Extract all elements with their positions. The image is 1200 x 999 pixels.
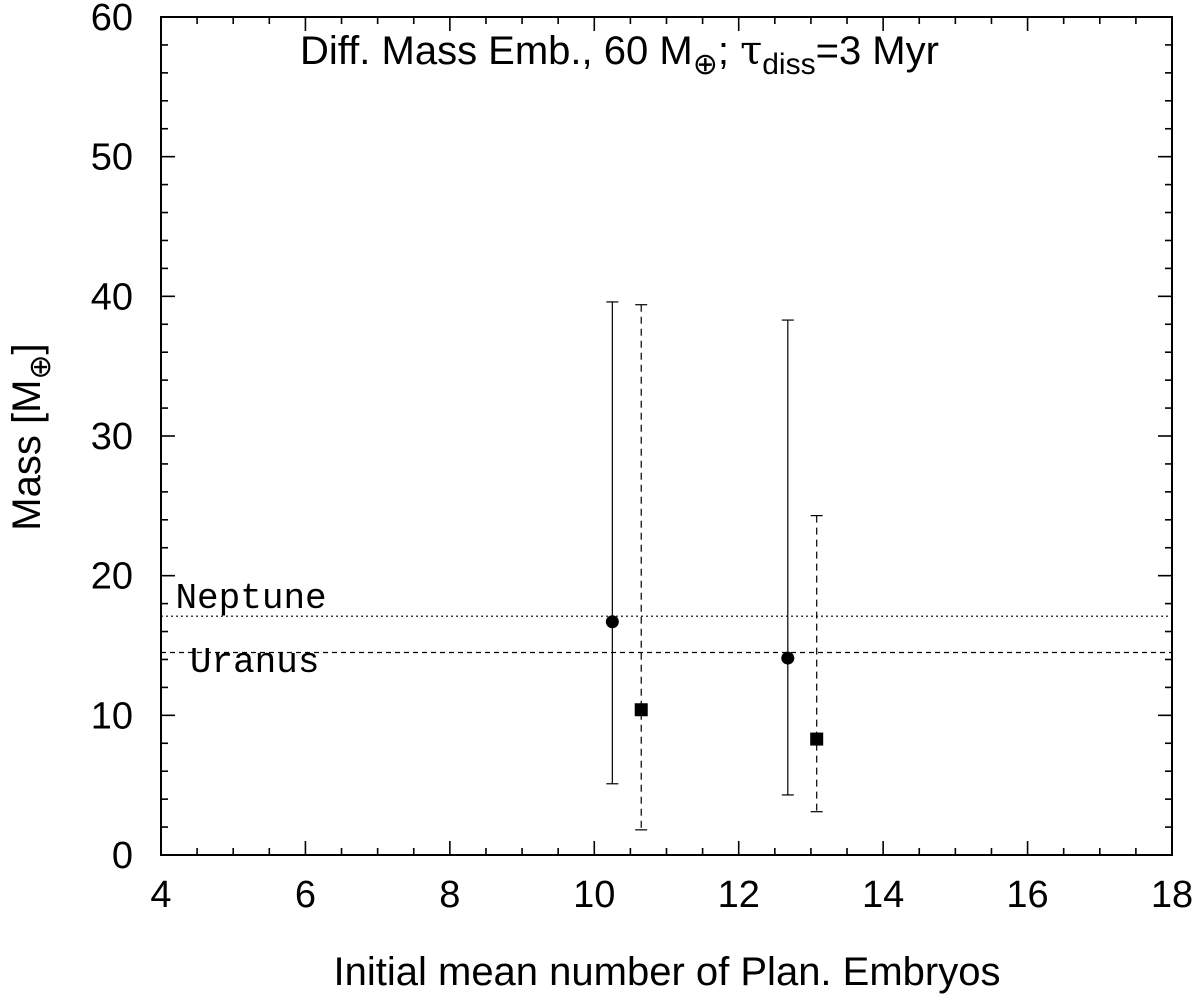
- chart-title: Diff. Mass Emb., 60 M⊕; τdiss=3 Myr: [300, 28, 939, 81]
- y-tick-label: 20: [91, 556, 133, 598]
- x-axis-title: Initial mean number of Plan. Embryos: [334, 950, 1001, 994]
- x-tick-label: 10: [573, 874, 615, 916]
- x-tick-label: 8: [439, 874, 460, 916]
- data-point-circle: [781, 651, 795, 665]
- y-tick-label: 60: [91, 0, 133, 39]
- data-point-square: [810, 732, 824, 746]
- title-earth-symbol: ⊕: [693, 48, 718, 81]
- y-tick-label: 50: [91, 137, 133, 179]
- error-bars: [606, 301, 823, 831]
- reference-lines: Neptune Uranus: [161, 578, 1172, 683]
- title-mid: ;: [718, 29, 740, 73]
- y-axis-title: Mass [M⊕]: [5, 343, 57, 530]
- y-tick-label: 0: [112, 835, 133, 877]
- y-ticks: 0 10 20 30 40 50 60: [91, 0, 1172, 877]
- reference-label-uranus: Uranus: [190, 642, 320, 683]
- x-tick-label: 18: [1151, 874, 1193, 916]
- x-tick-label: 4: [150, 874, 171, 916]
- data-markers: [605, 615, 824, 746]
- x-tick-label: 14: [862, 874, 904, 916]
- data-point-square: [634, 703, 648, 717]
- plot-frame-group: [160, 16, 1173, 856]
- data-point-circle: [605, 615, 619, 629]
- y-title-lead: Mass [M: [5, 380, 49, 531]
- title-tail: =3 Myr: [816, 29, 939, 73]
- y-title-tail: ]: [5, 343, 49, 354]
- plot-frame: [160, 16, 1173, 856]
- x-tick-label: 12: [718, 874, 760, 916]
- y-tick-label: 30: [91, 416, 133, 458]
- x-tick-label: 16: [1006, 874, 1048, 916]
- y-tick-label: 10: [91, 695, 133, 737]
- x-tick-label: 6: [295, 874, 316, 916]
- title-lead: Diff. Mass Emb., 60 M: [300, 29, 693, 73]
- title-tau: τ: [740, 28, 762, 74]
- reference-label-neptune: Neptune: [175, 578, 326, 619]
- y-tick-label: 40: [91, 276, 133, 318]
- x-ticks: 4 6 8 10 12 14 16 18: [150, 17, 1193, 916]
- y-title-earth-symbol: ⊕: [24, 354, 57, 379]
- title-tau-subscript: diss: [762, 48, 815, 81]
